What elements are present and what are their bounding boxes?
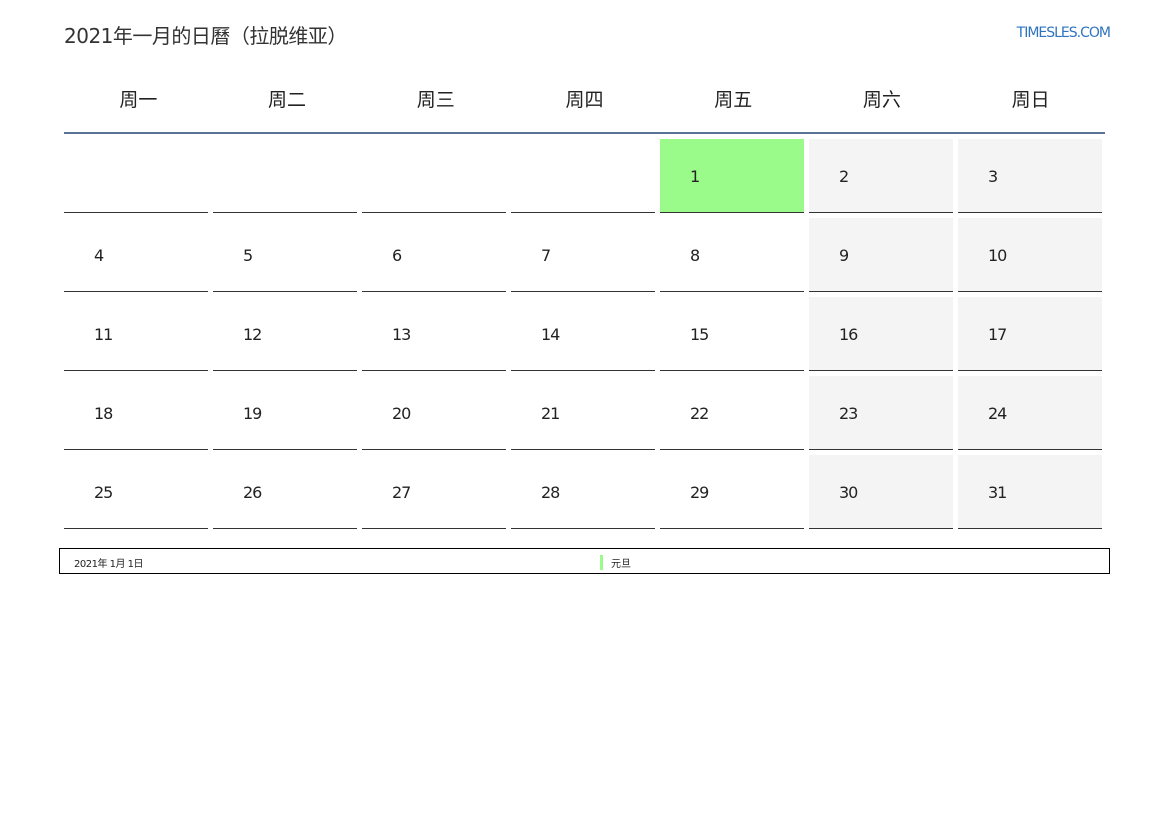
day-cell[interactable]: 7 [511,218,655,292]
day-cell[interactable]: 20 [362,376,506,450]
weekday-7: 周日 [1011,89,1050,111]
day-number: 18 [94,404,113,423]
day-number: 6 [392,246,402,265]
day-number: 2 [839,167,849,186]
weekday-4: 周四 [565,89,604,111]
day-cell[interactable]: 3 [958,139,1102,213]
day-cell[interactable]: 15 [660,297,804,371]
day-cell[interactable]: 19 [213,376,357,450]
day-cell[interactable]: 26 [213,455,357,529]
day-cell[interactable]: 12 [213,297,357,371]
weekday-1: 周一 [119,89,158,111]
day-number: 28 [541,483,560,502]
day-number: 4 [94,246,104,265]
day-cell[interactable]: 1 [660,139,804,213]
day-number: 19 [243,404,262,423]
day-number: 16 [839,325,858,344]
empty-cell [213,139,357,213]
day-number: 1 [690,167,700,186]
day-number: 21 [541,404,560,423]
day-cell[interactable]: 8 [660,218,804,292]
day-number: 22 [690,404,709,423]
day-number: 26 [243,483,262,502]
day-number: 8 [690,246,700,265]
day-cell[interactable]: 11 [64,297,208,371]
page-title: 2021年一月的日曆（拉脱维亚） [64,24,347,48]
calendar-grid: 1 2 3 4 5 6 7 8 9 10 11 12 13 14 15 16 17 18 19 20 21 22 23 24 2… [64,139,1109,529]
holiday-name: 元旦 [600,555,631,570]
day-number: 25 [94,483,113,502]
holiday-date: 2021年 1月 1日 [74,559,144,570]
day-number: 15 [690,325,709,344]
day-cell[interactable]: 2 [809,139,953,213]
empty-cell [511,139,655,213]
day-cell[interactable]: 9 [809,218,953,292]
day-number: 31 [988,483,1007,502]
day-number: 3 [988,167,998,186]
day-cell[interactable]: 23 [809,376,953,450]
day-cell[interactable]: 21 [511,376,655,450]
site-logo[interactable]: TIMESLES.COM [1016,25,1111,41]
day-cell[interactable]: 24 [958,376,1102,450]
day-number: 29 [690,483,709,502]
day-cell[interactable]: 13 [362,297,506,371]
day-number: 17 [988,325,1007,344]
day-number: 20 [392,404,411,423]
day-number: 10 [988,246,1007,265]
day-cell[interactable]: 17 [958,297,1102,371]
day-number: 12 [243,325,262,344]
day-cell[interactable]: 27 [362,455,506,529]
day-cell[interactable]: 6 [362,218,506,292]
day-cell[interactable]: 30 [809,455,953,529]
empty-cell [362,139,506,213]
weekday-6: 周六 [862,89,901,111]
day-cell[interactable]: 25 [64,455,208,529]
day-cell[interactable]: 28 [511,455,655,529]
day-cell[interactable]: 5 [213,218,357,292]
day-number: 7 [541,246,551,265]
weekday-3: 周三 [416,89,455,111]
day-cell[interactable]: 14 [511,297,655,371]
weekday-header: 周一 周二 周三 周四 周五 周六 周日 [64,70,1105,134]
weekday-5: 周五 [714,89,753,111]
day-cell[interactable]: 22 [660,376,804,450]
day-number: 14 [541,325,560,344]
weekday-2: 周二 [268,89,307,111]
day-cell[interactable]: 18 [64,376,208,450]
day-cell[interactable]: 29 [660,455,804,529]
day-cell[interactable]: 10 [958,218,1102,292]
day-number: 23 [839,404,858,423]
day-cell[interactable]: 16 [809,297,953,371]
day-number: 13 [392,325,411,344]
day-cell[interactable]: 4 [64,218,208,292]
day-cell[interactable]: 31 [958,455,1102,529]
holiday-list: 2021年 1月 1日 元旦 [59,548,1110,574]
day-number: 5 [243,246,253,265]
day-number: 27 [392,483,411,502]
day-number: 11 [94,325,113,344]
day-number: 9 [839,246,849,265]
day-number: 30 [839,483,858,502]
day-number: 24 [988,404,1007,423]
empty-cell [64,139,208,213]
